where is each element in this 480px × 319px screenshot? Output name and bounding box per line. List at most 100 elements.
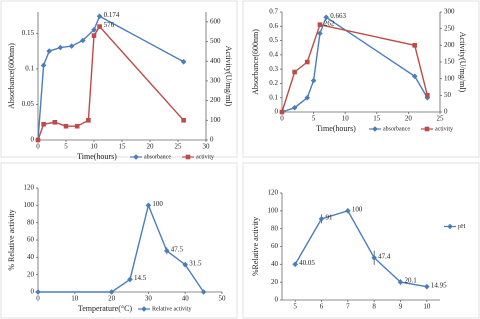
data-point: [323, 14, 330, 21]
x-tick-label: 30: [203, 143, 211, 151]
data-label: 40.05: [299, 259, 315, 267]
data-point: [292, 69, 297, 75]
data-point: [304, 94, 311, 101]
data-point: [63, 123, 69, 129]
y-tick-label: 0: [31, 136, 35, 144]
x-tick-label: 20: [147, 143, 155, 151]
y-tick-label: 0.4: [269, 50, 278, 58]
y-tick-label: 0.6: [269, 22, 278, 30]
x-tick-label: 5: [293, 303, 297, 311]
x-axis-title: Time(hours): [77, 152, 117, 161]
data-point: [74, 123, 80, 129]
data-point: [46, 48, 52, 54]
x-tick-label: 30: [145, 295, 153, 303]
y2-tick-label: 200: [444, 41, 455, 49]
x-axis-title: Time(hours): [316, 124, 356, 133]
data-point: [412, 43, 418, 48]
data-point: [291, 104, 298, 111]
data-point: [180, 58, 187, 65]
data-label: 14.5: [134, 274, 147, 282]
legend-marker: [424, 126, 430, 132]
y-tick-label: 100: [268, 206, 279, 214]
data-point: [80, 37, 86, 44]
data-label: 576: [104, 21, 115, 29]
data-point: [57, 44, 64, 51]
x-tick-label: 10: [342, 115, 350, 123]
data-point: [279, 109, 285, 115]
y-tick-label: 80: [27, 218, 35, 226]
y2-tick-label: 100: [444, 74, 455, 82]
y-tick-label: 0.15: [22, 29, 35, 37]
data-point: [40, 62, 47, 69]
data-label: 47.4: [378, 252, 391, 260]
legend-label: activity: [196, 154, 214, 160]
panel-frame: [0, 0, 238, 158]
y2-tick-label: 200: [210, 96, 221, 104]
y-tick-label: 0.3: [269, 65, 278, 73]
data-point: [371, 254, 377, 261]
x-tick-label: 10: [71, 295, 79, 303]
data-point: [425, 93, 430, 98]
data-point: [164, 248, 170, 254]
data-point: [317, 22, 323, 27]
legend-label: absorbance: [144, 154, 171, 160]
legend-label: absorbance: [383, 126, 410, 132]
y2-tick-label: 300: [444, 8, 455, 16]
data-label: 31.5: [189, 259, 202, 267]
data-point: [292, 261, 298, 268]
data-point: [424, 283, 430, 290]
y-tick-label: 0: [275, 296, 279, 304]
y2-tick-label: 100: [210, 116, 221, 124]
y-tick-label: 120: [268, 189, 279, 197]
x-tick-label: 25: [437, 115, 445, 123]
data-point: [310, 77, 317, 84]
legend-marker: [372, 126, 378, 132]
x-tick-label: 10: [91, 143, 99, 151]
y-tick-label: 0: [31, 288, 35, 296]
series-line: [281, 23, 429, 113]
data-point: [68, 43, 75, 49]
series-line: [37, 25, 185, 141]
data-point: [317, 30, 323, 37]
data-label: 0.663: [330, 12, 346, 20]
y-tick-label: 20: [271, 278, 279, 286]
data-point: [397, 279, 404, 285]
y-tick-label: 60: [271, 242, 279, 250]
series-line: [281, 16, 428, 113]
y-tick-label: 40: [271, 260, 279, 268]
y-axis-title: Absorbance(600nm): [251, 29, 260, 95]
legend-label: Relative activity: [152, 306, 192, 312]
data-point: [411, 73, 418, 80]
data-point: [91, 33, 97, 38]
x-tick-label: 10: [423, 303, 431, 311]
x-tick-label: 15: [373, 115, 381, 123]
y-tick-label: 120: [24, 184, 35, 192]
x-tick-label: 6: [320, 303, 324, 311]
data-point: [145, 202, 152, 209]
data-label: 91: [326, 213, 334, 221]
data-point: [41, 121, 46, 127]
data-point: [52, 119, 58, 125]
y2-axis-title: Activity(U/mg/ml): [458, 32, 467, 93]
y-tick-label: 0.5: [269, 36, 278, 44]
y-tick-label: 40: [27, 253, 35, 261]
y2-tick-label: 0: [444, 108, 448, 116]
data-point: [96, 13, 103, 20]
x-tick-label: 0: [280, 115, 284, 123]
x-axis-title: Temperature(°C): [78, 304, 133, 313]
data-label: 262: [324, 19, 335, 27]
series-line: [294, 209, 427, 288]
y-tick-label: 20: [27, 270, 35, 278]
y-tick-label: 60: [27, 236, 35, 244]
data-point: [35, 289, 41, 295]
x-tick-label: 5: [312, 115, 316, 123]
data-label: 47.5: [171, 245, 184, 253]
data-point: [318, 216, 325, 222]
data-point: [91, 26, 97, 33]
y2-tick-label: 50: [444, 91, 452, 99]
y2-axis-title: Activity(U/mg/ml): [224, 46, 233, 107]
y2-tick-label: 600: [210, 17, 221, 25]
y2-tick-label: 300: [210, 77, 221, 85]
y2-tick-label: 0: [210, 136, 214, 144]
